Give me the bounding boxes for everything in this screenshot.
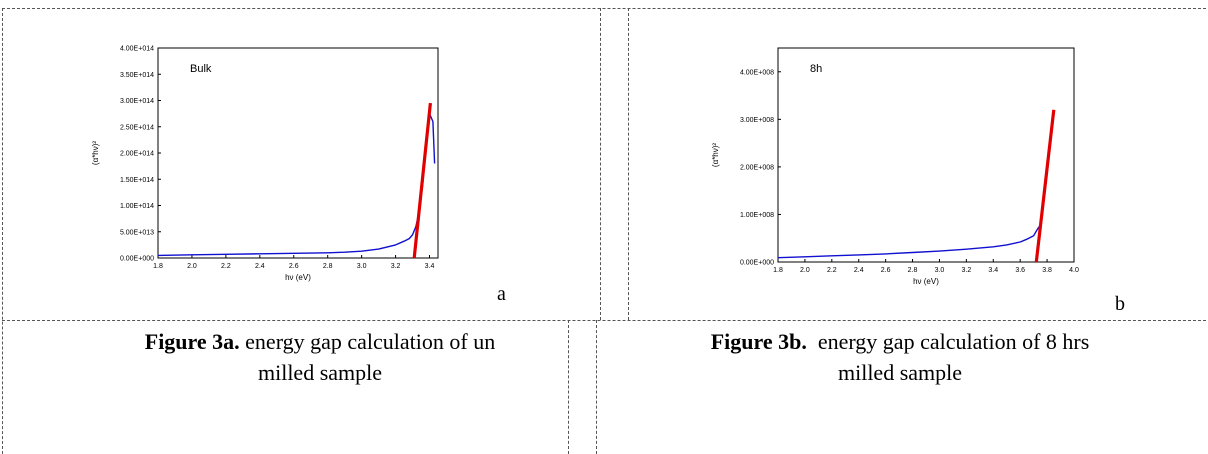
table-border-top bbox=[2, 8, 1206, 9]
caption-3b-line2: milled sample bbox=[837, 360, 963, 385]
chart1-y-axis-label: (α*hν)² bbox=[711, 143, 720, 168]
table-border-middle bbox=[2, 320, 1206, 321]
caption-3b-line1: Figure 3b. energy gap calculation of 8 h… bbox=[620, 326, 1180, 357]
panel-letter-b: b bbox=[1115, 293, 1125, 315]
caption-3a-line2: milled sample bbox=[257, 360, 383, 385]
chart1-series-0-line bbox=[777, 226, 1040, 259]
chart0-x-tick-label: 2.0 bbox=[187, 263, 197, 270]
table-divider-top-a bbox=[600, 8, 601, 320]
chart0-y-tick-label: 3.00E+014 bbox=[120, 98, 154, 105]
chart0-x-tick-label: 2.4 bbox=[255, 263, 265, 270]
table-divider-bottom-a bbox=[568, 320, 569, 454]
chart1-y-tick-label: 1.00E+008 bbox=[740, 212, 774, 219]
chart0-x-tick-label: 3.2 bbox=[391, 263, 401, 270]
chart0-x-axis-label: hν (eV) bbox=[285, 273, 311, 282]
chart1-x-tick-label: 3.0 bbox=[935, 267, 945, 274]
table-divider-top-b bbox=[628, 8, 629, 320]
caption-3b-text: energy gap calculation of 8 hrs bbox=[806, 329, 1090, 354]
caption-3a-bold: Figure 3a. bbox=[144, 329, 240, 354]
table-border-left bbox=[2, 8, 3, 454]
table-divider-bottom-b bbox=[596, 320, 597, 454]
chart1-series-1-line bbox=[1034, 109, 1056, 263]
chart1-x-tick-label: 3.6 bbox=[1015, 267, 1025, 274]
caption-3a-text: energy gap calculation of un bbox=[239, 329, 496, 354]
chart1-x-tick-label: 3.8 bbox=[1042, 267, 1052, 274]
chart1-x-tick-label: 2.6 bbox=[881, 267, 891, 274]
chart0-x-tick-label: 3.0 bbox=[357, 263, 367, 270]
chart0-series-0-line bbox=[157, 112, 436, 257]
chart0-x-tick-label: 2.2 bbox=[221, 263, 231, 270]
chart0-annotation: Bulk bbox=[190, 63, 212, 75]
chart0-x-tick-label: 2.6 bbox=[289, 263, 299, 270]
chart1-x-tick-label: 4.0 bbox=[1069, 267, 1079, 274]
chart1-y-tick-label: 3.00E+008 bbox=[740, 117, 774, 124]
chart1-y-tick-label: 0.00E+000 bbox=[740, 260, 774, 267]
chart1-x-tick-label: 3.4 bbox=[988, 267, 998, 274]
caption-3a: Figure 3a. energy gap calculation of un … bbox=[100, 326, 540, 388]
chart0-x-tick-label: 1.8 bbox=[153, 263, 163, 270]
chart0-y-axis-label: (α*hν)² bbox=[91, 141, 100, 166]
chart0-y-tick-label: 2.00E+014 bbox=[120, 151, 154, 158]
caption-3b-bold: Figure 3b. bbox=[710, 329, 807, 354]
chart-3b: 1.8 2.0 2.2 2.4 2.6 2.8 3.0 3.2 3.4 3.6 3.8 4.0 0.00… bbox=[711, 47, 1079, 286]
caption-3a-line1: Figure 3a. energy gap calculation of un bbox=[100, 326, 540, 357]
chart0-series-1-line bbox=[412, 102, 432, 259]
chart0-plot-frame bbox=[157, 47, 439, 259]
chart0-y-tick-label: 4.00E+014 bbox=[120, 46, 154, 53]
panel-letter-a: a bbox=[497, 283, 506, 305]
chart0-y-tick-label: 1.00E+014 bbox=[120, 203, 154, 210]
chart0-x-tick-label: 2.8 bbox=[323, 263, 333, 270]
chart0-y-tick-label: 0.00E+000 bbox=[120, 256, 154, 263]
chart1-x-tick-label: 2.0 bbox=[800, 267, 810, 274]
chart0-y-tick-label: 5.00E+013 bbox=[120, 229, 154, 236]
chart1-x-tick-label: 2.8 bbox=[908, 267, 918, 274]
caption-3b: Figure 3b. energy gap calculation of 8 h… bbox=[620, 326, 1180, 388]
chart1-x-tick-label: 1.8 bbox=[773, 267, 783, 274]
chart1-x-tick-label: 2.4 bbox=[854, 267, 864, 274]
chart1-y-tick-label: 4.00E+008 bbox=[740, 69, 774, 76]
chart0-y-tick-label: 1.50E+014 bbox=[120, 177, 154, 184]
chart-3a: 1.8 2.0 2.2 2.4 2.6 2.8 3.0 3.2 3.4 0.00E+000 5.00… bbox=[91, 46, 439, 282]
chart1-plot-frame bbox=[777, 47, 1075, 263]
chart1-y-tick-label: 2.00E+008 bbox=[740, 164, 774, 171]
chart0-y-tick-label: 2.50E+014 bbox=[120, 124, 154, 131]
chart0-y-tick-label: 3.50E+014 bbox=[120, 72, 154, 79]
chart1-x-tick-label: 2.2 bbox=[827, 267, 837, 274]
chart1-annotation: 8h bbox=[810, 63, 822, 75]
chart0-x-tick-label: 3.4 bbox=[425, 263, 435, 270]
chart1-x-axis-label: hν (eV) bbox=[913, 277, 939, 286]
chart1-x-tick-label: 3.2 bbox=[961, 267, 971, 274]
